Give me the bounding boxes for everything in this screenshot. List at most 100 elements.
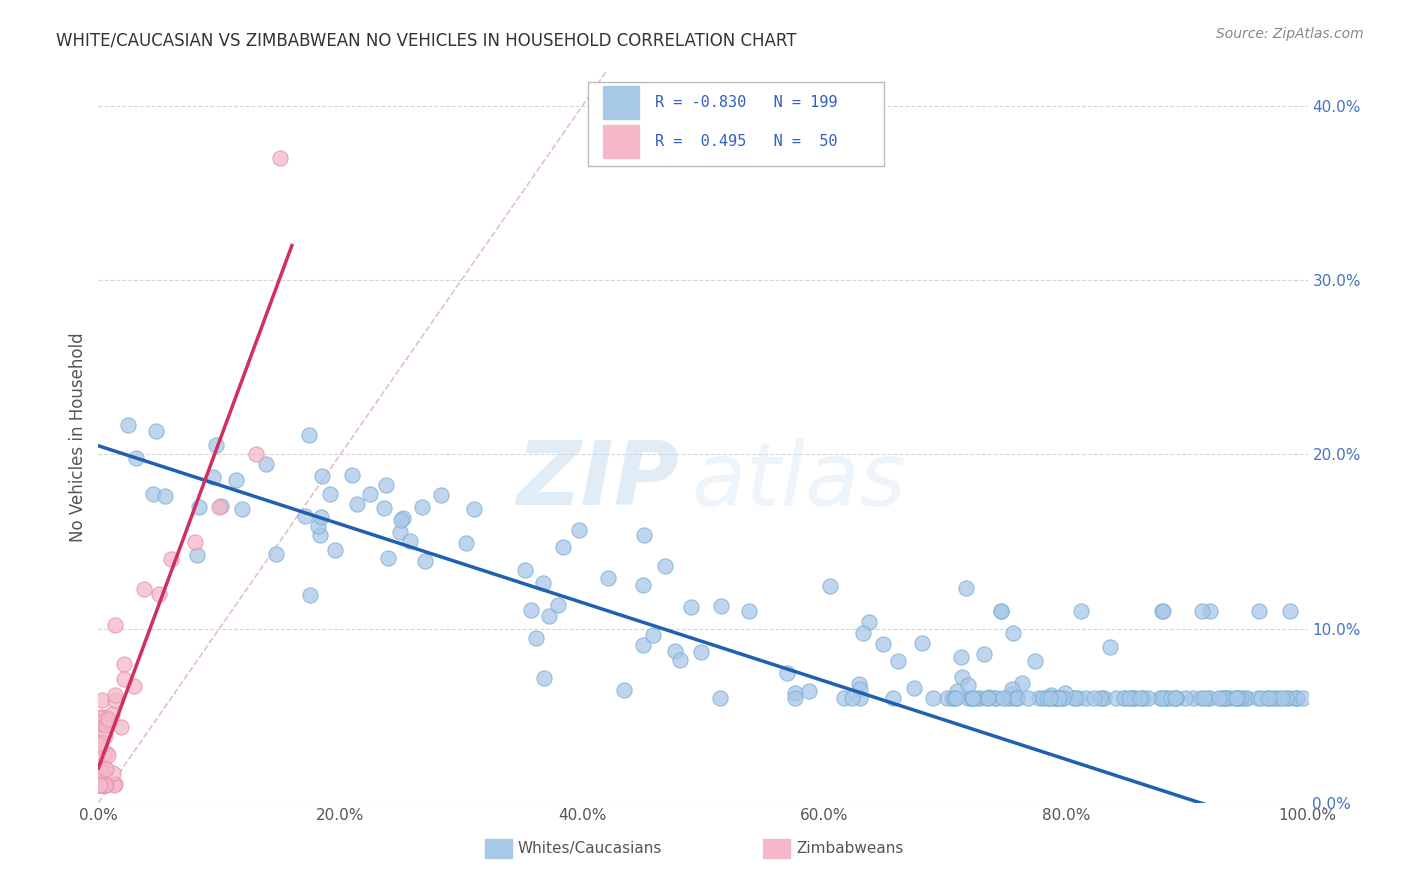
Point (389, 525, 412, 540)
Point (231, 502, 253, 516)
Point (1250, 691, 1272, 706)
Point (375, 477, 398, 491)
Text: atlas: atlas (690, 438, 905, 524)
Point (1198, 691, 1220, 706)
Point (1001, 681, 1024, 696)
Point (1000, 691, 1022, 706)
Point (1123, 691, 1146, 706)
Point (775, 665, 797, 680)
Point (882, 691, 904, 706)
Point (783, 691, 806, 706)
Point (849, 682, 872, 697)
Point (1047, 691, 1070, 706)
Point (117, 418, 139, 433)
Point (1035, 691, 1057, 706)
Point (1083, 691, 1105, 706)
Point (977, 690, 1000, 704)
Point (977, 691, 1000, 706)
Point (832, 691, 855, 706)
Point (188, 500, 211, 515)
FancyBboxPatch shape (603, 87, 638, 120)
Point (1213, 691, 1236, 706)
Point (225, 474, 247, 488)
Point (294, 509, 316, 524)
Point (1258, 691, 1281, 706)
Point (148, 587, 170, 601)
Point (1284, 691, 1306, 706)
Point (1039, 688, 1062, 702)
Point (1137, 691, 1160, 706)
Point (1257, 691, 1279, 706)
Point (1070, 604, 1092, 618)
Point (318, 487, 340, 501)
Point (531, 576, 554, 591)
Point (160, 552, 183, 566)
Point (1000, 687, 1022, 701)
Point (1225, 691, 1247, 706)
Point (90, 710, 112, 724)
Point (112, 657, 135, 671)
Point (955, 581, 977, 595)
Point (264, 547, 287, 561)
Point (245, 448, 267, 462)
Point (1234, 691, 1257, 706)
FancyBboxPatch shape (588, 82, 884, 167)
Point (89, 762, 111, 776)
Point (398, 533, 420, 548)
Point (90, 693, 112, 707)
Point (1247, 691, 1270, 706)
Point (89, 737, 111, 751)
Point (950, 670, 973, 684)
Point (1278, 691, 1301, 706)
Point (454, 536, 477, 550)
Point (89, 745, 111, 759)
Point (1192, 691, 1215, 706)
Point (1285, 691, 1308, 706)
Point (153, 489, 176, 503)
Point (1118, 691, 1140, 706)
Point (960, 691, 983, 706)
Point (340, 468, 363, 483)
Point (1130, 691, 1153, 706)
Text: R = -0.830   N = 199: R = -0.830 N = 199 (655, 95, 837, 111)
Point (946, 683, 969, 698)
Point (1278, 604, 1301, 618)
Point (1247, 604, 1270, 618)
Point (104, 688, 127, 702)
Point (96, 762, 118, 776)
Point (145, 424, 167, 438)
Point (1219, 691, 1241, 706)
Point (984, 691, 1007, 706)
Point (1152, 604, 1174, 618)
Point (1063, 691, 1085, 706)
Point (1263, 691, 1285, 706)
Point (1199, 604, 1222, 618)
Point (679, 599, 702, 614)
Point (186, 548, 208, 562)
Point (538, 608, 561, 623)
Point (1028, 691, 1050, 706)
Point (1268, 691, 1291, 706)
Point (1114, 691, 1136, 706)
Point (1236, 691, 1258, 706)
Point (910, 636, 932, 650)
Point (852, 625, 875, 640)
Point (1063, 691, 1085, 706)
Point (903, 681, 925, 696)
Point (1112, 691, 1135, 706)
Point (308, 528, 330, 542)
Point (1024, 654, 1046, 668)
Point (323, 542, 346, 557)
Point (1213, 691, 1236, 706)
Point (966, 691, 988, 706)
Point (654, 559, 676, 574)
Text: ZIP: ZIP (516, 437, 679, 524)
Point (1039, 691, 1062, 706)
Point (709, 691, 731, 706)
Point (1032, 691, 1054, 706)
Point (1264, 691, 1286, 706)
Point (411, 500, 433, 514)
Point (1067, 691, 1090, 706)
Point (533, 671, 555, 685)
Point (956, 678, 979, 692)
